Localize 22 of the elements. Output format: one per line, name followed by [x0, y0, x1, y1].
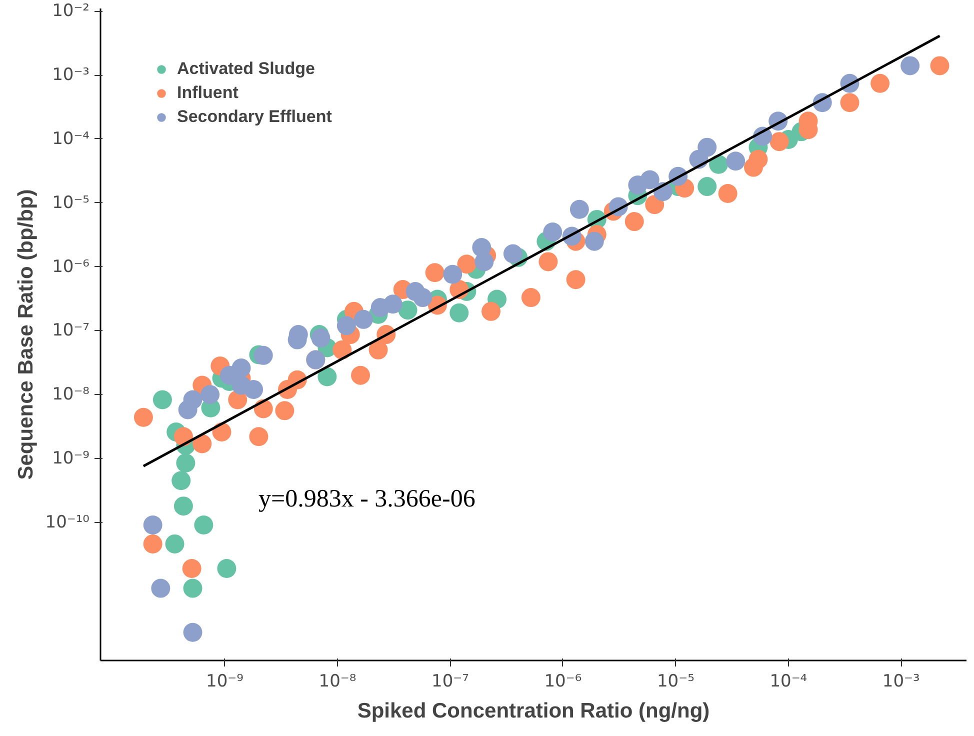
y-tick-label: 10⁻⁹ [52, 448, 90, 468]
y-tick-label: 10⁻² [52, 1, 90, 22]
x-tick-label: 10⁻³ [882, 672, 920, 692]
y-tick-label: 10⁻³ [52, 65, 90, 86]
y-tick-label: 10⁻¹⁰ [45, 512, 90, 532]
y-tick-label: 10⁻⁸ [52, 384, 90, 405]
y-tick-label: 10⁻⁷ [52, 320, 90, 341]
y-tick-label: 10⁻⁴ [52, 128, 90, 149]
x-tick-label: 10⁻⁴ [770, 672, 808, 692]
legend-label: Influent [177, 83, 238, 103]
x-tick-label: 10⁻⁶ [544, 672, 582, 692]
legend-label: Secondary Effluent [177, 107, 332, 127]
legend-label: Activated Sludge [177, 59, 315, 79]
x-tick-label: 10⁻⁹ [206, 672, 244, 692]
y-tick-label: 10⁻⁶ [52, 256, 90, 277]
y-tick-label: 10⁻⁵ [52, 192, 90, 213]
x-tick-label: 10⁻⁵ [656, 672, 694, 692]
annotation: y=0.983x - 3.366e-06 [258, 486, 476, 512]
x-tick-label: 10⁻⁸ [318, 672, 356, 692]
x-axis-title: Spiked Concentration Ratio (ng/ng) [357, 700, 710, 722]
x-tick-label: 10⁻⁷ [432, 672, 470, 692]
y-axis-title: Sequence Base Ratio (bp/bp) [14, 189, 38, 480]
